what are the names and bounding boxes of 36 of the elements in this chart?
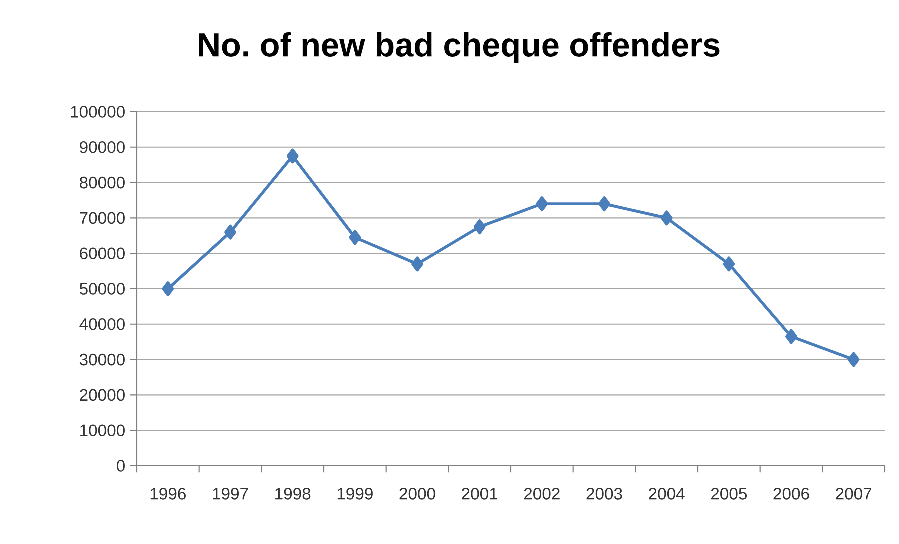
y-tick-label: 40000: [80, 318, 125, 330]
x-tick-label: 1999: [338, 488, 373, 500]
x-tick-label: 2005: [711, 488, 748, 500]
point: [349, 230, 362, 246]
x-tick-label: 1997: [213, 488, 248, 500]
point: [660, 210, 673, 226]
x-tick-label: 2002: [524, 488, 560, 500]
point: [786, 329, 798, 344]
y-tick-label: 20000: [80, 389, 125, 402]
y-tick-label: 0: [117, 460, 125, 472]
y-tick-label: 70000: [80, 212, 125, 224]
point: [162, 282, 174, 296]
x-tick-label: 2001: [462, 488, 498, 500]
point: [598, 196, 610, 212]
point: [412, 256, 424, 272]
y-tick-label: 100000: [71, 106, 125, 118]
x-tick-label: 1996: [150, 488, 186, 500]
point: [848, 352, 860, 368]
x-tick-label: 2007: [836, 488, 872, 500]
point: [286, 148, 299, 164]
y-tick-label: 60000: [80, 248, 125, 260]
y-tick-label: 50000: [80, 283, 125, 295]
x-tick-label: 2004: [649, 488, 685, 500]
x-tick-label: 2006: [774, 488, 810, 500]
y-tick-label: 80000: [80, 176, 125, 189]
y-tick-label: 30000: [80, 354, 125, 366]
y-tick-label: 10000: [80, 424, 125, 437]
chart-title: No. of new bad cheque offenders: [199, 32, 720, 64]
x-tick-label: 2003: [586, 488, 622, 500]
x-tick-label: 1998: [276, 488, 311, 500]
point: [224, 224, 236, 240]
point: [723, 256, 736, 272]
point: [536, 196, 548, 212]
x-tick-label: 2000: [400, 488, 436, 500]
point: [474, 220, 486, 235]
y-tick-label: 90000: [80, 142, 125, 154]
